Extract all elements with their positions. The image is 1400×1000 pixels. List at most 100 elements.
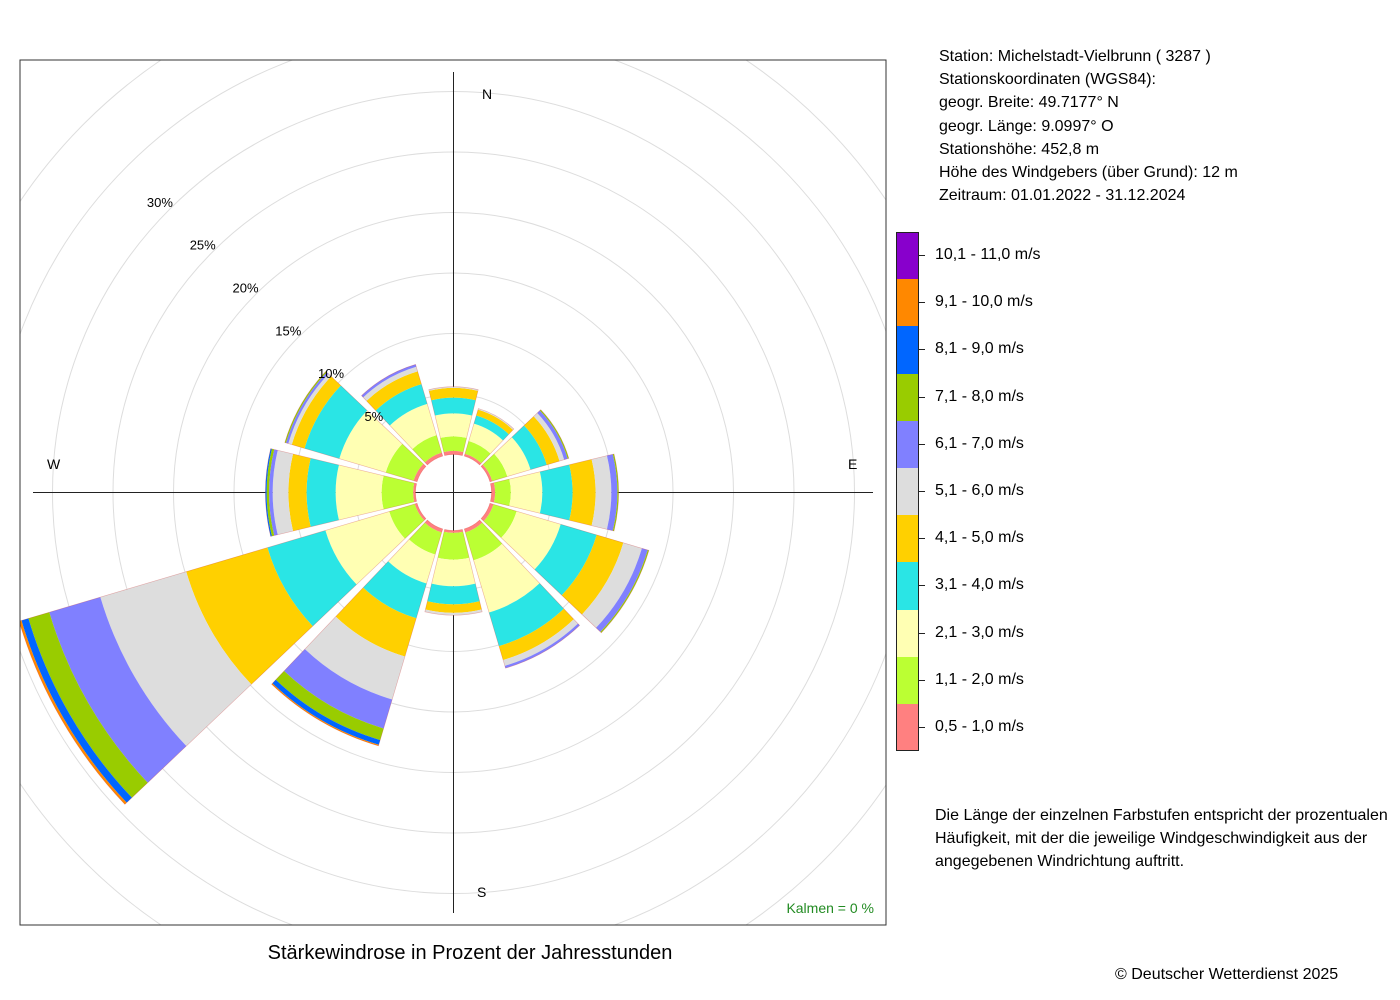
legend-swatch: [896, 656, 919, 704]
sector-segment: [501, 511, 561, 570]
wind-sector: [463, 519, 581, 669]
sector-segment: [606, 454, 618, 531]
sector-segment: [425, 601, 482, 613]
sector-segment: [504, 623, 580, 669]
radial-tick-label: 30%: [147, 195, 173, 210]
sector-segment: [409, 522, 442, 555]
sector-segment: [265, 448, 272, 537]
radial-tick-label: 5%: [364, 409, 383, 424]
sector-segment: [478, 408, 514, 430]
sector-segment: [304, 616, 405, 700]
sector-segment: [539, 464, 573, 521]
sector-segment: [388, 539, 436, 584]
legend-item: 2,1 - 3,0 m/s: [896, 609, 1196, 657]
legend-item: 1,1 - 2,0 m/s: [896, 656, 1196, 704]
sector-segment: [494, 437, 531, 477]
sector-segment: [385, 443, 424, 481]
sector-segment: [582, 542, 642, 628]
sector-outline: [428, 386, 479, 456]
sector-outline: [480, 409, 570, 483]
sector-segment: [413, 483, 417, 502]
legend-tick: [919, 443, 925, 445]
legend-tick: [919, 349, 925, 351]
sector-segment: [49, 597, 187, 783]
wind-sector: [361, 364, 444, 466]
legend-item: 0,5 - 1,0 m/s: [896, 703, 1196, 752]
sector-segment: [482, 453, 508, 482]
sector-segment: [524, 416, 560, 465]
station-info: Station: Michelstadt-Vielbrunn ( 3287 ) …: [939, 45, 1238, 207]
sector-outline: [480, 502, 650, 634]
legend-item: 4,1 - 5,0 m/s: [896, 515, 1196, 563]
wind-sector: [284, 370, 427, 483]
legend-label: 0,5 - 1,0 m/s: [935, 717, 1024, 735]
wind-sector: [428, 386, 479, 456]
radial-grid: [20, 60, 886, 925]
sector-segment: [304, 385, 368, 459]
sector-segment: [490, 482, 496, 503]
legend-tick: [919, 538, 925, 540]
legend-tick: [919, 585, 925, 587]
legend-label: 9,1 - 10,0 m/s: [935, 293, 1033, 311]
sector-segment: [21, 618, 132, 803]
legend-label: 8,1 - 9,0 m/s: [935, 340, 1024, 358]
legend-label: 6,1 - 7,0 m/s: [935, 434, 1024, 452]
legend-item: 5,1 - 6,0 m/s: [896, 467, 1196, 516]
radial-tick-label: 15%: [275, 323, 301, 338]
sector-segment: [366, 371, 422, 411]
legend-swatch: [896, 232, 919, 280]
sector-segment: [473, 543, 540, 613]
sector-segment: [424, 609, 483, 616]
wind-sector: [490, 453, 619, 532]
radial-tick-label: 20%: [232, 281, 258, 296]
legend-label: 7,1 - 8,0 m/s: [935, 387, 1024, 405]
legend-tick: [919, 302, 925, 304]
sector-outline: [265, 448, 417, 537]
sector-segment: [476, 409, 513, 435]
legend-swatch: [896, 279, 919, 327]
sector-segment: [435, 413, 472, 438]
sector-segment: [483, 504, 517, 538]
sector-segment: [424, 520, 443, 533]
sector-segment: [375, 384, 428, 426]
sector-segment: [444, 529, 463, 533]
sector-segment: [269, 449, 278, 536]
legend-swatch: [896, 326, 919, 374]
legend-item: 9,1 - 10,0 m/s: [896, 279, 1196, 327]
legend-item: 6,1 - 7,0 m/s: [896, 420, 1196, 468]
station-elevation: Stationshöhe: 452,8 m: [939, 140, 1100, 158]
legend-label: 5,1 - 6,0 m/s: [935, 481, 1024, 499]
sector-outline: [463, 408, 515, 466]
sector-segment: [413, 463, 426, 482]
legend-label: 10,1 - 11,0 m/s: [935, 246, 1041, 263]
sensor-height: Höhe des Windgebers (über Grund): 12 m: [939, 164, 1238, 182]
wind-sector: [271, 519, 444, 747]
legend-tick: [919, 679, 925, 681]
wind-sector: [265, 448, 417, 537]
copyright-text: © Deutscher Wetterdienst 2025: [1115, 966, 1339, 983]
legend-label: 3,1 - 4,0 m/s: [935, 576, 1024, 594]
sector-segment: [427, 583, 480, 605]
sector-segment: [285, 372, 329, 444]
legend-item: 3,1 - 4,0 m/s: [896, 562, 1196, 610]
station-coords-heading: Stationskoordinaten (WGS84):: [939, 71, 1156, 89]
legend-tick: [919, 490, 925, 492]
sector-segment: [412, 435, 442, 463]
legend-swatch: [896, 420, 919, 468]
sector-segment: [186, 547, 313, 685]
sector-segment: [499, 608, 574, 661]
compass-label-east: E: [848, 456, 857, 472]
sector-segment: [429, 387, 478, 401]
legend-swatch: [896, 562, 919, 610]
sector-segment: [511, 425, 547, 470]
grid-circle: [20, 60, 886, 925]
sector-segment: [291, 376, 341, 449]
legend-item: 8,1 - 9,0 m/s: [896, 326, 1196, 374]
wind-sector: [463, 408, 515, 466]
speed-legend: 10,1 - 11,0 m/s 9,1 - 10,0 m/s 8,1 - 9,0 m…: [896, 232, 1196, 752]
legend-note: Die Länge der einzelnen Farbstufen entsp…: [935, 807, 1388, 871]
sector-segment: [266, 448, 275, 537]
sector-segment: [561, 534, 624, 615]
sector-segment: [431, 557, 476, 587]
